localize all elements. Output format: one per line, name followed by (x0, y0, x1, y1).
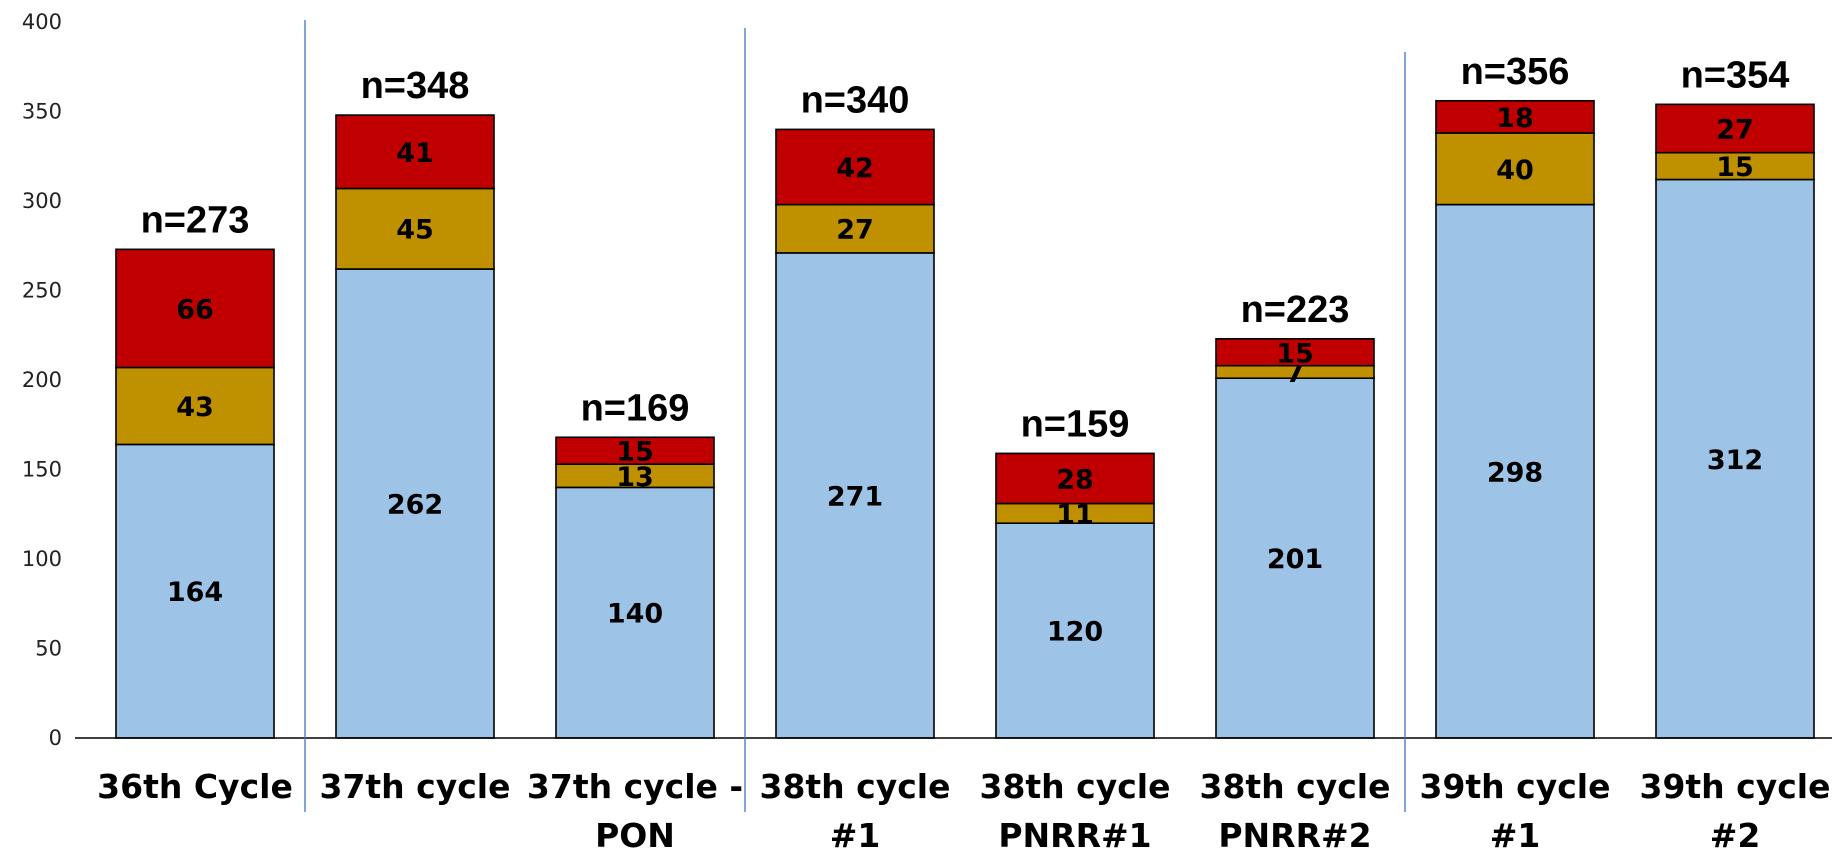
bar-value-label: 27 (1716, 115, 1754, 146)
bar-segment (335, 114, 495, 190)
category-label: 36th Cycle (97, 767, 293, 806)
bar-segment (1215, 338, 1375, 367)
bar-total-label: n=169 (581, 387, 690, 429)
y-tick-label: 100 (22, 547, 62, 571)
bar-total-label: n=159 (1021, 403, 1130, 445)
bar-segment (335, 268, 495, 739)
bar-value-label: 27 (836, 215, 874, 246)
bar-segment (1435, 132, 1595, 206)
bar-segment (115, 248, 275, 369)
bar-total-label: n=340 (801, 79, 910, 121)
y-tick-label: 300 (22, 189, 62, 213)
y-tick-label: 50 (35, 637, 62, 661)
bar-value-label: 18 (1496, 103, 1534, 134)
bar-segment (995, 452, 1155, 505)
bar-value-label: 15 (1276, 338, 1314, 369)
bar-value-label: 66 (176, 294, 214, 325)
bar-value-label: 43 (176, 392, 214, 423)
bar-segment (775, 203, 935, 254)
bar-segment (115, 366, 275, 446)
y-tick-label: 200 (22, 368, 62, 392)
category-label: 38th cycle (759, 767, 950, 806)
y-tick-label: 150 (22, 458, 62, 482)
bar-segment (1655, 178, 1815, 739)
bar-value-label: 298 (1487, 457, 1543, 488)
bar-value-label: 140 (607, 599, 663, 630)
bar-value-label: 164 (167, 577, 223, 608)
bar-total-label: n=348 (361, 65, 470, 107)
y-tick-label: 350 (22, 100, 62, 124)
bar-value-label: 40 (1496, 155, 1534, 186)
category-label: PON (595, 816, 675, 852)
y-tick-label: 250 (22, 279, 62, 303)
category-label: #2 (1710, 816, 1761, 852)
category-label: PNRR#1 (998, 816, 1151, 852)
bar-value-label: 15 (616, 437, 654, 468)
y-tick-label: 400 (22, 10, 62, 34)
bar-value-label: 42 (836, 153, 874, 184)
bar-value-label: 11 (1056, 499, 1094, 530)
bar-value-label: 45 (396, 215, 434, 246)
bar-value-label: 312 (1707, 445, 1763, 476)
category-label: 38th cycle (979, 767, 1170, 806)
bar-value-label: 262 (387, 490, 443, 521)
category-label: PNRR#2 (1218, 816, 1371, 852)
bar-total-label: n=273 (141, 199, 250, 241)
bar-segment (1215, 377, 1375, 739)
bar-value-label: 41 (396, 138, 434, 169)
category-label: 39th cycle (1639, 767, 1830, 806)
bar-segment (775, 128, 935, 206)
bar-total-label: n=354 (1681, 54, 1790, 96)
bar-segment (1435, 203, 1595, 739)
bar-segment (115, 443, 275, 739)
bar-segment (995, 522, 1155, 739)
category-label: #1 (830, 816, 881, 852)
bar-segment (335, 187, 495, 270)
category-label: 37th cycle (319, 767, 510, 806)
category-label: 39th cycle (1419, 767, 1610, 806)
y-tick-label: 0 (49, 726, 62, 750)
category-label: #1 (1490, 816, 1541, 852)
category-label: 38th cycle (1199, 767, 1390, 806)
bar-value-label: 13 (616, 462, 654, 493)
bar-segment (1435, 99, 1595, 134)
bar-value-label: 120 (1047, 617, 1103, 648)
bar-value-label: 15 (1716, 152, 1754, 183)
bar-value-label: 271 (827, 481, 883, 512)
bar-total-label: n=356 (1461, 51, 1570, 93)
bar-total-label: n=223 (1241, 289, 1350, 331)
category-label: 37th cycle - (527, 767, 743, 806)
bar-value-label: 201 (1267, 544, 1323, 575)
bar-segment (1655, 103, 1815, 154)
bar-segment (555, 436, 715, 465)
bar-value-label: 28 (1056, 464, 1094, 495)
